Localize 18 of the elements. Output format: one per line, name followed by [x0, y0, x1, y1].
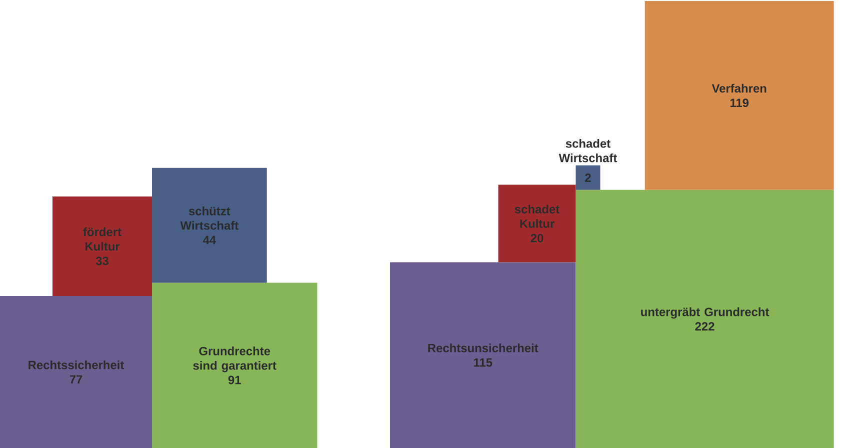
data-label: 115: [474, 358, 492, 367]
category-label: schützt Wirtschaft: [180, 206, 238, 230]
category-label: fördert Kultur: [83, 227, 122, 251]
data-label: 222: [695, 322, 714, 331]
data-label: 119: [730, 98, 749, 108]
category-label: Verfahren: [712, 84, 766, 93]
data-label: 77: [70, 375, 82, 384]
category-label: schadet Wirtschaft: [558, 139, 618, 162]
category-label: Rechtsunsicherheit: [428, 344, 538, 352]
data-label: 33: [96, 256, 108, 266]
category-label: Rechtssicherheit: [28, 360, 124, 370]
data-label: 20: [530, 234, 544, 242]
category-label: untergräbt Grundrecht: [641, 307, 770, 319]
data-label: 91: [228, 376, 241, 384]
data-label: 44: [202, 236, 216, 244]
data-label: 2: [585, 174, 591, 182]
category-label: schadet Kultur: [514, 204, 560, 228]
category-label: Grundrechte sind garantiert: [193, 346, 276, 372]
